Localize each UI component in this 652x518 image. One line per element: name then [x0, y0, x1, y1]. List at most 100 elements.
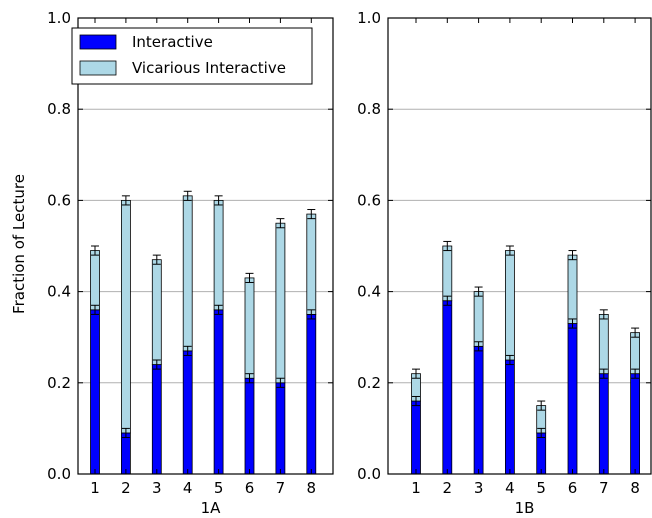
x-tick-label: 5 [214, 479, 224, 497]
x-tick-label: 4 [505, 479, 515, 497]
x-tick-label: 6 [245, 479, 255, 497]
axes-frame [77, 17, 334, 475]
bar-vicarious [121, 199, 131, 434]
bar-interactive [442, 300, 453, 475]
errorbar-interactive [152, 359, 161, 370]
bar-vicarious [598, 313, 609, 375]
bar-vicarious [504, 250, 515, 361]
bar-interactive [598, 373, 609, 475]
x-axis-title: 1A [201, 499, 222, 517]
errorbar-interactive [568, 318, 577, 329]
errorbar-interactive [631, 368, 640, 379]
errorbar-interactive [245, 373, 254, 384]
x-tick-label: 8 [307, 479, 317, 497]
x-tick-label: 8 [630, 479, 640, 497]
errorbar-interactive [91, 304, 99, 315]
bar-vicarious [213, 199, 224, 311]
bar-interactive [151, 364, 162, 475]
bar-vicarious [473, 291, 484, 347]
x-tick-label: 7 [599, 479, 609, 497]
x-tick-label: 1 [411, 479, 421, 497]
y-tick-label: 0.2 [47, 374, 71, 392]
errorbar-total [505, 245, 514, 256]
y-tick-label: 0.6 [47, 191, 71, 209]
errorbar-total [537, 400, 546, 411]
bar-vicarious [567, 254, 578, 324]
bar-interactive [536, 432, 547, 475]
errorbar-total [245, 272, 254, 283]
y-tick-label: 0.8 [357, 100, 381, 118]
bar-interactive [411, 400, 421, 475]
y-tick-label: 0.0 [357, 465, 381, 483]
bar-interactive [567, 323, 578, 475]
bar-vicarious [275, 222, 286, 384]
errorbar-interactive [474, 341, 483, 352]
x-axis-title: 1B [515, 499, 535, 517]
y-tick-label: 0.4 [47, 283, 71, 301]
errorbar-total [152, 254, 161, 265]
bar-vicarious [244, 277, 255, 379]
y-tick-label: 0.0 [47, 465, 71, 483]
y-tick-label: 0.6 [357, 191, 381, 209]
bar-interactive [244, 377, 255, 475]
bar-vicarious [151, 259, 162, 365]
legend: Interactive Vicarious Interactive [71, 27, 313, 85]
errorbar-interactive [214, 304, 223, 315]
panel-1a: 1 2 3 4 5 6 7 8 0.0 0.2 0.4 0.6 0.8 1.0 1A [47, 9, 334, 517]
errorbar-total [599, 309, 608, 320]
y-tick-label: 1.0 [47, 9, 71, 27]
bar-vicarious [306, 213, 317, 315]
bar-interactive [306, 313, 317, 475]
bar-interactive [182, 350, 193, 475]
errorbar-interactive [276, 377, 285, 388]
y-tick-label: 1.0 [357, 9, 381, 27]
x-tick-label: 2 [121, 479, 131, 497]
errorbar-total [307, 209, 316, 220]
bar-vicarious [630, 332, 640, 375]
x-tick-label: 4 [183, 479, 193, 497]
y-axis-title: Fraction of Lecture [10, 174, 28, 314]
y-tick-label: 0.4 [357, 283, 381, 301]
errorbar-interactive [537, 427, 546, 439]
legend-swatch-interactive [79, 34, 117, 50]
bar-vicarious [182, 195, 193, 352]
errorbar-total [443, 240, 452, 252]
errorbar-total [276, 218, 285, 229]
bar-interactive [630, 373, 640, 475]
x-tick-label: 3 [152, 479, 162, 497]
bar-interactive [213, 309, 224, 475]
errorbar-interactive [121, 427, 130, 439]
x-tick-label: 3 [474, 479, 484, 497]
errorbar-total [214, 195, 223, 206]
y-tick-label: 0.8 [47, 100, 71, 118]
bar-interactive [275, 382, 286, 475]
bar-interactive [504, 359, 515, 475]
axes-frame [387, 17, 652, 475]
x-tick-label: 7 [276, 479, 286, 497]
errorbar-total [91, 245, 99, 256]
x-tick-label: 5 [536, 479, 546, 497]
errorbar-interactive [307, 309, 316, 320]
errorbar-total [121, 195, 130, 206]
x-tick-label: 2 [443, 479, 453, 497]
errorbar-interactive [183, 345, 192, 356]
legend-label-vicarious: Vicarious Interactive [132, 59, 286, 77]
errorbar-total [568, 250, 577, 261]
bar-interactive [473, 345, 484, 475]
errorbar-total [631, 327, 640, 338]
errorbar-interactive [599, 368, 608, 379]
bar-interactive [90, 309, 100, 475]
x-tick-label: 6 [568, 479, 578, 497]
bar-interactive [121, 432, 131, 475]
legend-label-interactive: Interactive [132, 33, 213, 51]
y-tick-label: 0.2 [357, 374, 381, 392]
errorbar-interactive [505, 354, 514, 366]
panel-1b: 1 2 3 4 5 6 7 8 0.0 0.2 0.4 0.6 0.8 1.0 1B [357, 9, 652, 517]
errorbar-total [474, 286, 483, 297]
errorbar-total [412, 368, 420, 379]
errorbar-total [183, 190, 192, 201]
legend-swatch-vicarious [79, 60, 117, 76]
x-tick-label: 1 [90, 479, 100, 497]
errorbar-interactive [412, 395, 420, 407]
